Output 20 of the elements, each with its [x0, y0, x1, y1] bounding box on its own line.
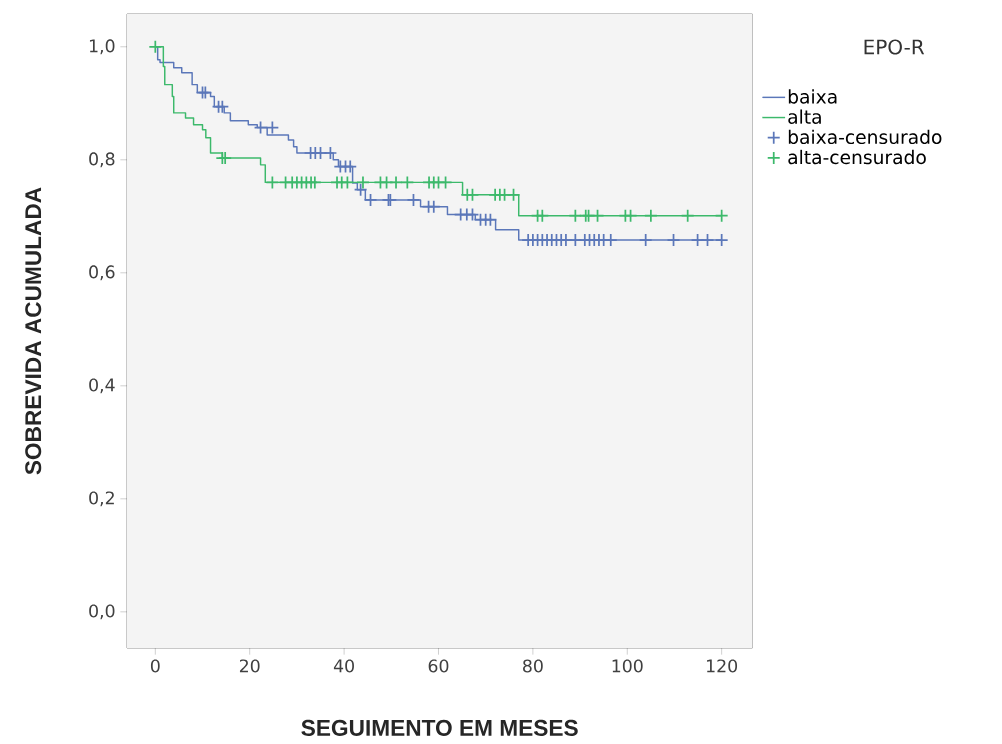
legend-label: alta: [788, 109, 821, 124]
y-tick-label: 0,6: [89, 265, 115, 281]
x-tick-label: 80: [523, 659, 543, 673]
x-tick-label: 0: [150, 659, 160, 673]
legend-label: baixa: [788, 89, 837, 104]
x-tick-label: 40: [333, 659, 354, 673]
legend-label: baixa-censurado: [788, 129, 942, 145]
legend-title: EPO-R: [864, 39, 925, 55]
legend-label: alta-censurado: [788, 149, 926, 165]
x-axis-title: SEGUIMENTO EM MESES: [301, 719, 578, 736]
x-tick-label: 60: [428, 659, 449, 673]
x-tick-label: 120: [707, 659, 738, 673]
y-tick-label: 0,4: [89, 378, 115, 394]
y-tick-label: 0,0: [89, 604, 115, 620]
x-tick-label: 20: [239, 659, 260, 673]
y-tick-label: 0,8: [89, 152, 115, 168]
y-axis-title: SOBREVIDA ACUMULADA: [25, 187, 42, 475]
y-tick-label: 1,0: [89, 39, 115, 55]
x-tick-label: 100: [612, 659, 643, 673]
y-tick-label: 0,2: [89, 491, 114, 507]
